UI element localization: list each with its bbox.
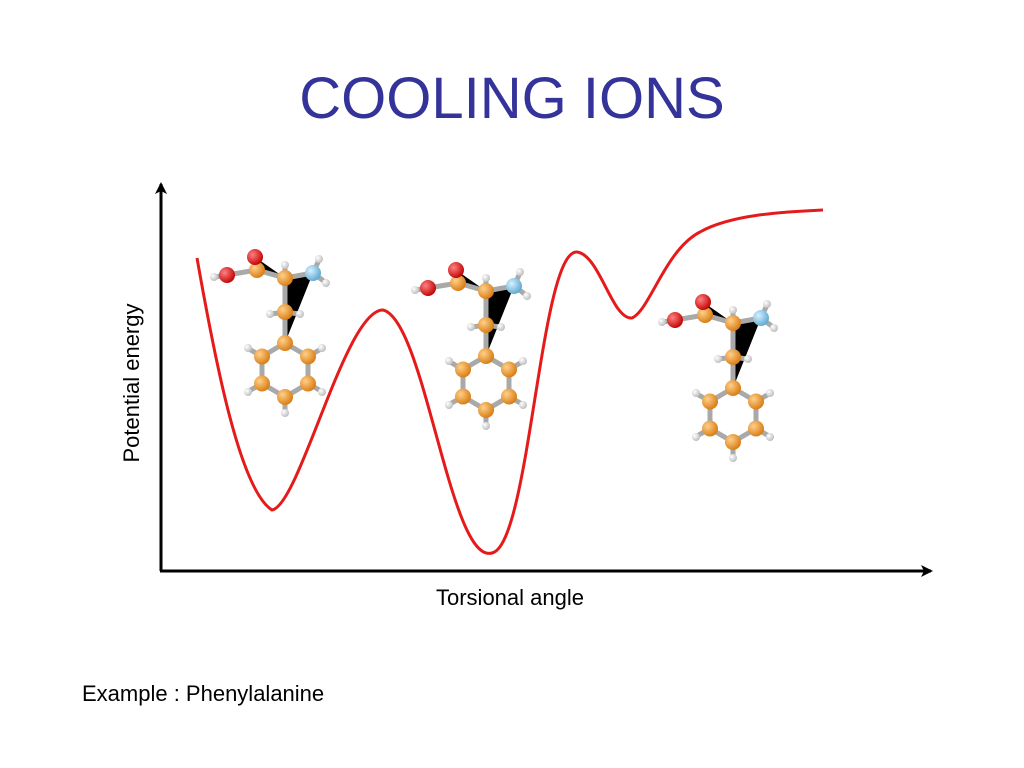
caption: Example : Phenylalanine [82, 681, 324, 706]
molecule-3 [658, 294, 778, 462]
molecule-1 [210, 249, 330, 417]
x-axis-label: Torsional angle [436, 585, 584, 610]
potential-curve [195, 208, 824, 555]
y-axis-label: Potential energy [119, 304, 144, 463]
title: COOLING IONS [299, 66, 724, 131]
